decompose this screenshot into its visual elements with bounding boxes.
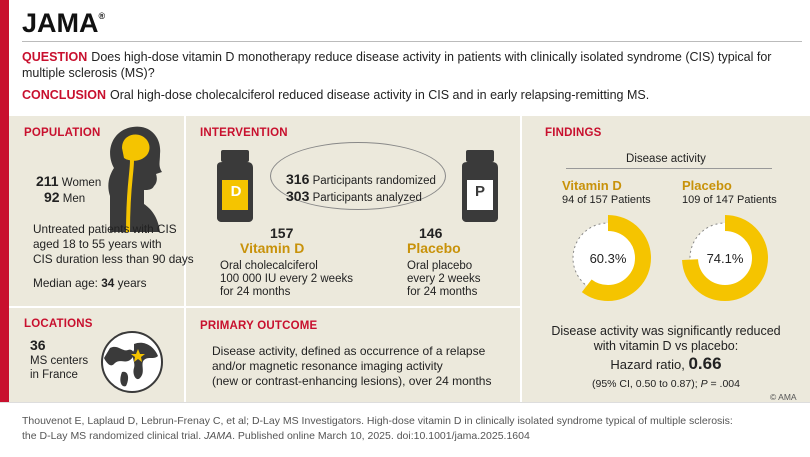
hazard-ratio: Hazard ratio, 0.66 [522, 354, 810, 373]
placebo-line-1: Oral placebo [407, 260, 473, 272]
header-divider [22, 41, 802, 42]
randomized-label: Participants randomized [312, 175, 436, 187]
population-title: POPULATION [24, 127, 101, 139]
primary-outcome-title: PRIMARY OUTCOME [200, 320, 318, 332]
citation-line-2: the D-Lay MS randomized clinical trial. … [22, 430, 530, 442]
vitamin-d-line-1: Oral cholecalciferol [220, 260, 318, 272]
head-profile-icon [108, 126, 162, 232]
placebo-donut-chart [682, 215, 768, 301]
locations-line-1: MS centers [30, 355, 89, 367]
p-letter: P [700, 378, 708, 390]
locations-line-2: in France [30, 369, 78, 381]
globe-icon [101, 331, 163, 393]
primary-outcome-line-1: Disease activity, defined as occurrence … [212, 344, 486, 358]
vitamin-d-bottle-icon [217, 150, 253, 222]
median-age: Median age: 34 years [33, 276, 146, 290]
participants-bubble [270, 142, 446, 210]
findings-summary-1: Disease activity was significantly reduc… [551, 324, 781, 338]
intervention-divider [186, 306, 520, 308]
intervention-title: INTERVENTION [200, 127, 288, 139]
vitamin-d-bottle-letter: D [230, 183, 242, 200]
locations-title: LOCATIONS [24, 318, 93, 330]
placebo-line-3: for 24 months [407, 286, 478, 298]
locations-count: 36 [30, 337, 46, 353]
placebo-percent: 74.1% [706, 251, 744, 266]
vitamin-d-donut-chart [565, 215, 651, 301]
citation-journal: JAMA [204, 430, 233, 442]
ci-text: (95% CI, 0.50 to 0.87); [591, 378, 698, 390]
accent-bar [0, 0, 9, 402]
hazard-ratio-value: 0.66 [688, 354, 722, 373]
placebo-bottle-icon [462, 150, 498, 222]
placebo-line-2: every 2 weeks [407, 273, 481, 285]
analyzed-label: Participants analyzed [312, 192, 422, 204]
analyzed-count: 303 [286, 188, 310, 204]
randomized-stat: 316 Participants randomized [286, 172, 436, 188]
placebo-count: 146 [419, 225, 443, 241]
vitamin-d-count: 157 [270, 225, 294, 241]
women-count: 211 [36, 173, 59, 189]
conclusion-label: CONCLUSION [22, 88, 107, 102]
vitamin-d-donut-arc [565, 215, 651, 301]
citation: Thouvenot E, Laplaud D, Lebrun-Frenay C,… [22, 414, 792, 444]
median-value: 34 [101, 276, 115, 290]
question-label: QUESTION [22, 50, 88, 64]
placebo-findings-patients: 109 of 147 Patients [682, 194, 777, 206]
vitamin-d-arm-name: Vitamin D [240, 240, 305, 256]
men-stat: 92 Men [44, 190, 85, 206]
randomized-count: 316 [286, 171, 310, 187]
question: QUESTION Does high-dose vitamin D monothe… [22, 49, 792, 81]
population-line-2: aged 18 to 55 years with [33, 237, 162, 251]
primary-outcome-line-3: (new or contrast-enhancing lesions), ove… [212, 374, 492, 388]
placebo-findings-name: Placebo [682, 178, 732, 193]
vitamin-d-percent: 60.3% [589, 251, 627, 266]
primary-outcome-line-2: and/or magnetic resonance imaging activi… [212, 359, 443, 373]
median-label: Median age: [33, 276, 98, 290]
population-line-3: CIS duration less than 90 days [33, 252, 194, 266]
findings-summary-2: with vitamin D vs placebo: [593, 339, 739, 353]
median-unit: years [117, 276, 147, 290]
population-divider [9, 306, 184, 308]
placebo-donut-arc [682, 215, 768, 301]
men-label: Men [62, 193, 86, 205]
p-value: = .004 [710, 378, 741, 390]
placebo-bottle-letter: P [474, 183, 485, 200]
copyright: © AMA [770, 392, 797, 402]
women-stat: 211 Women [36, 174, 101, 190]
hazard-ratio-label: Hazard ratio, [610, 357, 685, 372]
vitamin-d-findings-patients: 94 of 157 Patients [562, 194, 651, 206]
citation-line-1: Thouvenot E, Laplaud D, Lebrun-Frenay C,… [22, 415, 733, 427]
placebo-arm-name: Placebo [407, 240, 461, 256]
findings-subtitle: Disease activity [626, 153, 706, 165]
findings-subtitle-rule [566, 168, 772, 169]
vitamin-d-line-2: 100 000 IU every 2 weeks [220, 273, 353, 285]
conclusion-text: Oral high-dose cholecalciferol reduced d… [110, 88, 650, 102]
conclusion: CONCLUSION Oral high-dose cholecalciferol… [22, 87, 792, 103]
vitamin-d-line-3: for 24 months [220, 286, 291, 298]
women-label: Women [61, 177, 102, 189]
population-line-1: Untreated patients with CIS [33, 222, 177, 236]
men-count: 92 [44, 189, 60, 205]
analyzed-stat: 303 Participants analyzed [286, 189, 422, 205]
confidence-interval: (95% CI, 0.50 to 0.87); P = .004 [522, 377, 810, 391]
journal-logo: JAMA® [22, 8, 106, 38]
question-text: Does high-dose vitamin D monotherapy red… [22, 50, 772, 80]
vitamin-d-findings-name: Vitamin D [562, 178, 622, 193]
findings-title: FINDINGS [545, 127, 602, 139]
footer-divider [0, 402, 810, 403]
